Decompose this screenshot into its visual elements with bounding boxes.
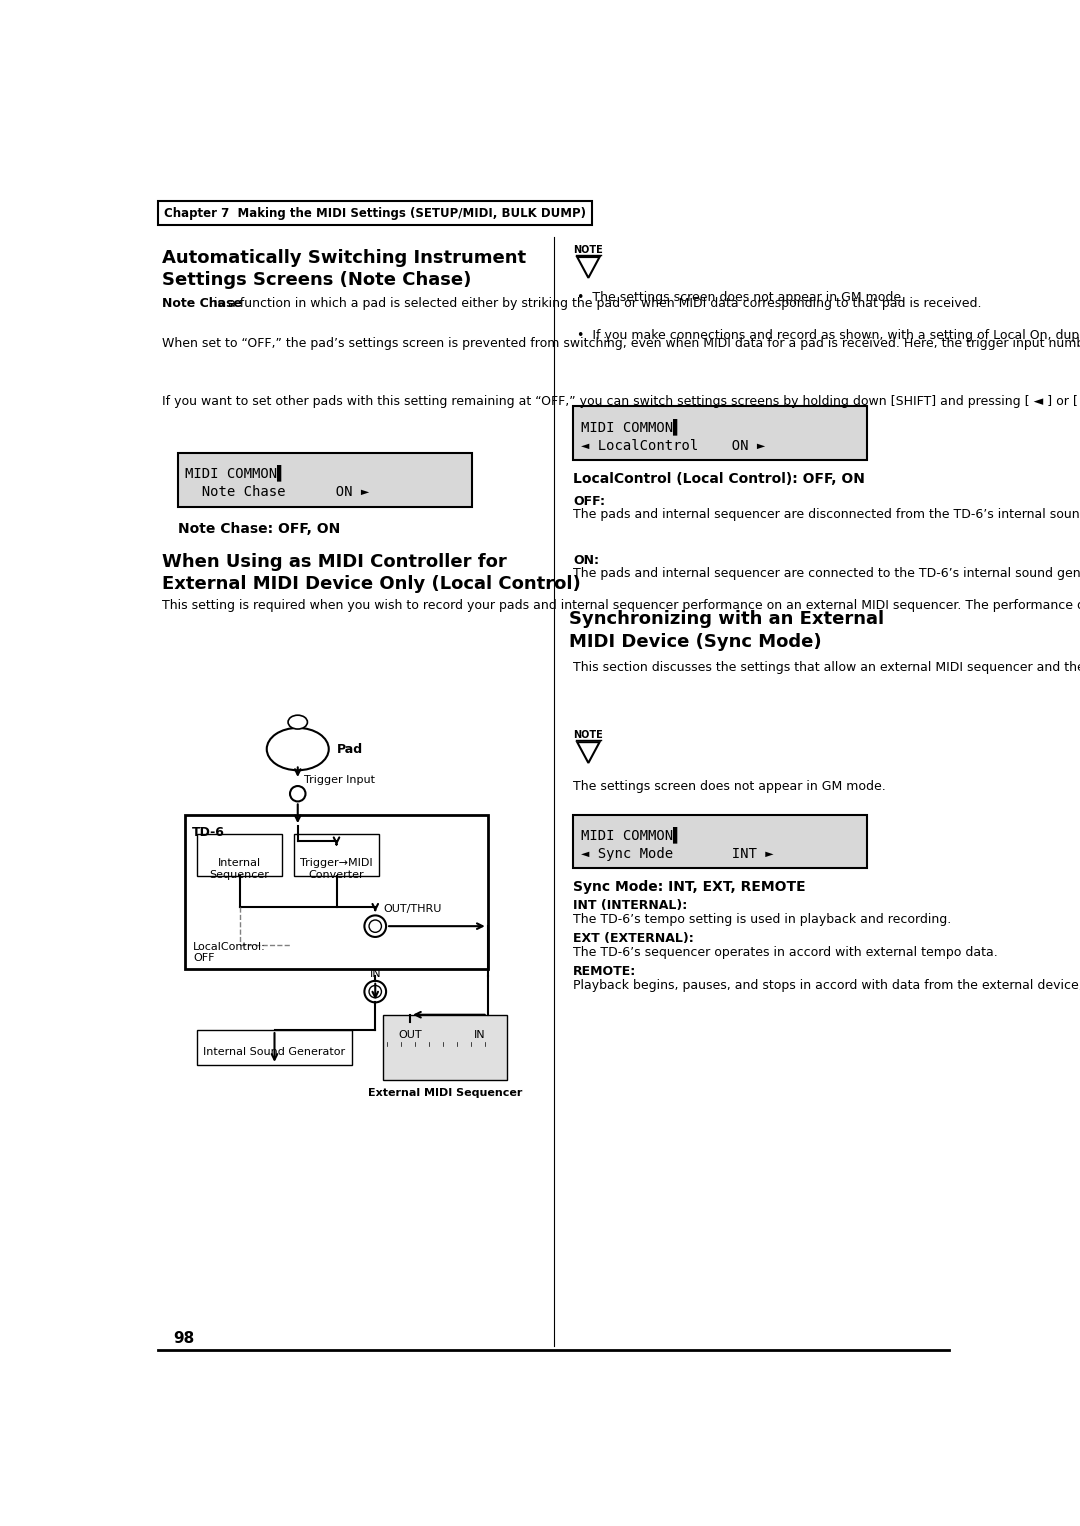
Text: Note Chase      ON ►: Note Chase ON ► <box>186 485 369 499</box>
Text: OFF:: OFF: <box>572 494 605 508</box>
Text: Playback begins, pauses, and stops in accord with data from the external device,: Playback begins, pauses, and stops in ac… <box>572 980 1080 992</box>
Text: External MIDI Sequencer: External MIDI Sequencer <box>368 1088 523 1097</box>
FancyBboxPatch shape <box>572 815 867 868</box>
Text: IN: IN <box>474 1030 486 1041</box>
Text: Note Chase: Note Chase <box>162 298 242 310</box>
Text: The TD-6’s tempo setting is used in playback and recording.: The TD-6’s tempo setting is used in play… <box>572 913 951 926</box>
Text: MIDI COMMON▌: MIDI COMMON▌ <box>581 418 681 435</box>
Text: LocalControl (Local Control): OFF, ON: LocalControl (Local Control): OFF, ON <box>572 472 865 485</box>
Text: When set to “OFF,” the pad’s settings screen is prevented from switching, even w: When set to “OFF,” the pad’s settings sc… <box>162 337 1080 349</box>
Text: The TD-6’s sequencer operates in accord with external tempo data.: The TD-6’s sequencer operates in accord … <box>572 946 998 960</box>
Text: Sync Mode: INT, EXT, REMOTE: Sync Mode: INT, EXT, REMOTE <box>572 881 806 894</box>
Circle shape <box>369 920 381 932</box>
Text: EXT (EXTERNAL):: EXT (EXTERNAL): <box>572 932 693 945</box>
Text: ◄ LocalControl    ON ►: ◄ LocalControl ON ► <box>581 439 765 453</box>
Text: OUT/THRU: OUT/THRU <box>383 905 442 914</box>
Text: The settings screen does not appear in GM mode.: The settings screen does not appear in G… <box>572 780 886 794</box>
Ellipse shape <box>288 716 308 729</box>
Circle shape <box>364 981 387 1003</box>
Text: •  If you make connections and record as shown, with a setting of Local On, dupl: • If you make connections and record as … <box>577 330 1080 342</box>
Text: ◄ Sync Mode       INT ►: ◄ Sync Mode INT ► <box>581 847 773 861</box>
Text: INT (INTERNAL):: INT (INTERNAL): <box>572 899 687 913</box>
Text: IN: IN <box>369 969 381 978</box>
Polygon shape <box>577 256 599 278</box>
Text: Note Chase: OFF, ON: Note Chase: OFF, ON <box>177 522 340 536</box>
Text: Trigger Input: Trigger Input <box>303 775 375 784</box>
Text: Pad: Pad <box>337 743 363 755</box>
FancyBboxPatch shape <box>197 833 282 876</box>
Text: Trigger→MIDI
Converter: Trigger→MIDI Converter <box>300 859 373 881</box>
Text: If you want to set other pads with this setting remaining at “OFF,” you can swit: If you want to set other pads with this … <box>162 395 1080 407</box>
Text: The pads and internal sequencer are connected to the TD-6’s internal sound gener: The pads and internal sequencer are conn… <box>572 568 1080 580</box>
FancyBboxPatch shape <box>186 815 488 969</box>
Text: MIDI COMMON▌: MIDI COMMON▌ <box>581 826 681 842</box>
Text: Internal
Sequencer: Internal Sequencer <box>210 859 270 881</box>
Text: Synchronizing with an External
MIDI Device (Sync Mode): Synchronizing with an External MIDI Devi… <box>569 610 885 650</box>
Text: 98: 98 <box>174 1331 195 1346</box>
Text: TD-6: TD-6 <box>191 826 225 839</box>
Circle shape <box>291 786 306 801</box>
FancyBboxPatch shape <box>159 201 592 226</box>
FancyBboxPatch shape <box>177 453 472 507</box>
Text: This section discusses the settings that allow an external MIDI sequencer and th: This section discusses the settings that… <box>572 661 1080 673</box>
Text: NOTE: NOTE <box>573 244 604 255</box>
FancyBboxPatch shape <box>294 833 379 876</box>
Circle shape <box>364 916 387 937</box>
FancyBboxPatch shape <box>383 1015 507 1080</box>
Circle shape <box>369 986 381 998</box>
Text: Chapter 7  Making the MIDI Settings (SETUP/MIDI, BULK DUMP): Chapter 7 Making the MIDI Settings (SETU… <box>164 206 586 220</box>
Polygon shape <box>577 742 599 763</box>
Text: MIDI COMMON▌: MIDI COMMON▌ <box>186 464 286 481</box>
Text: LocalControl:
OFF: LocalControl: OFF <box>193 942 266 963</box>
FancyBboxPatch shape <box>572 406 867 461</box>
FancyBboxPatch shape <box>197 1030 352 1065</box>
Text: When Using as MIDI Controller for
External MIDI Device Only (Local Control): When Using as MIDI Controller for Extern… <box>162 552 581 594</box>
Ellipse shape <box>267 728 328 771</box>
Text: Automatically Switching Instrument
Settings Screens (Note Chase): Automatically Switching Instrument Setti… <box>162 249 526 288</box>
Text: OUT: OUT <box>399 1030 422 1041</box>
Text: REMOTE:: REMOTE: <box>572 966 636 978</box>
Text: •  The settings screen does not appear in GM mode.: • The settings screen does not appear in… <box>577 291 905 304</box>
Text: Internal Sound Generator: Internal Sound Generator <box>203 1047 346 1058</box>
Text: The pads and internal sequencer are disconnected from the TD-6’s internal sound : The pads and internal sequencer are disc… <box>572 508 1080 520</box>
Text: ON:: ON: <box>572 554 599 568</box>
Text: is a function in which a pad is selected either by striking the pad or when MIDI: is a function in which a pad is selected… <box>211 298 982 310</box>
Text: NOTE: NOTE <box>573 729 604 740</box>
Text: This setting is required when you wish to record your pads and internal sequence: This setting is required when you wish t… <box>162 598 1080 612</box>
